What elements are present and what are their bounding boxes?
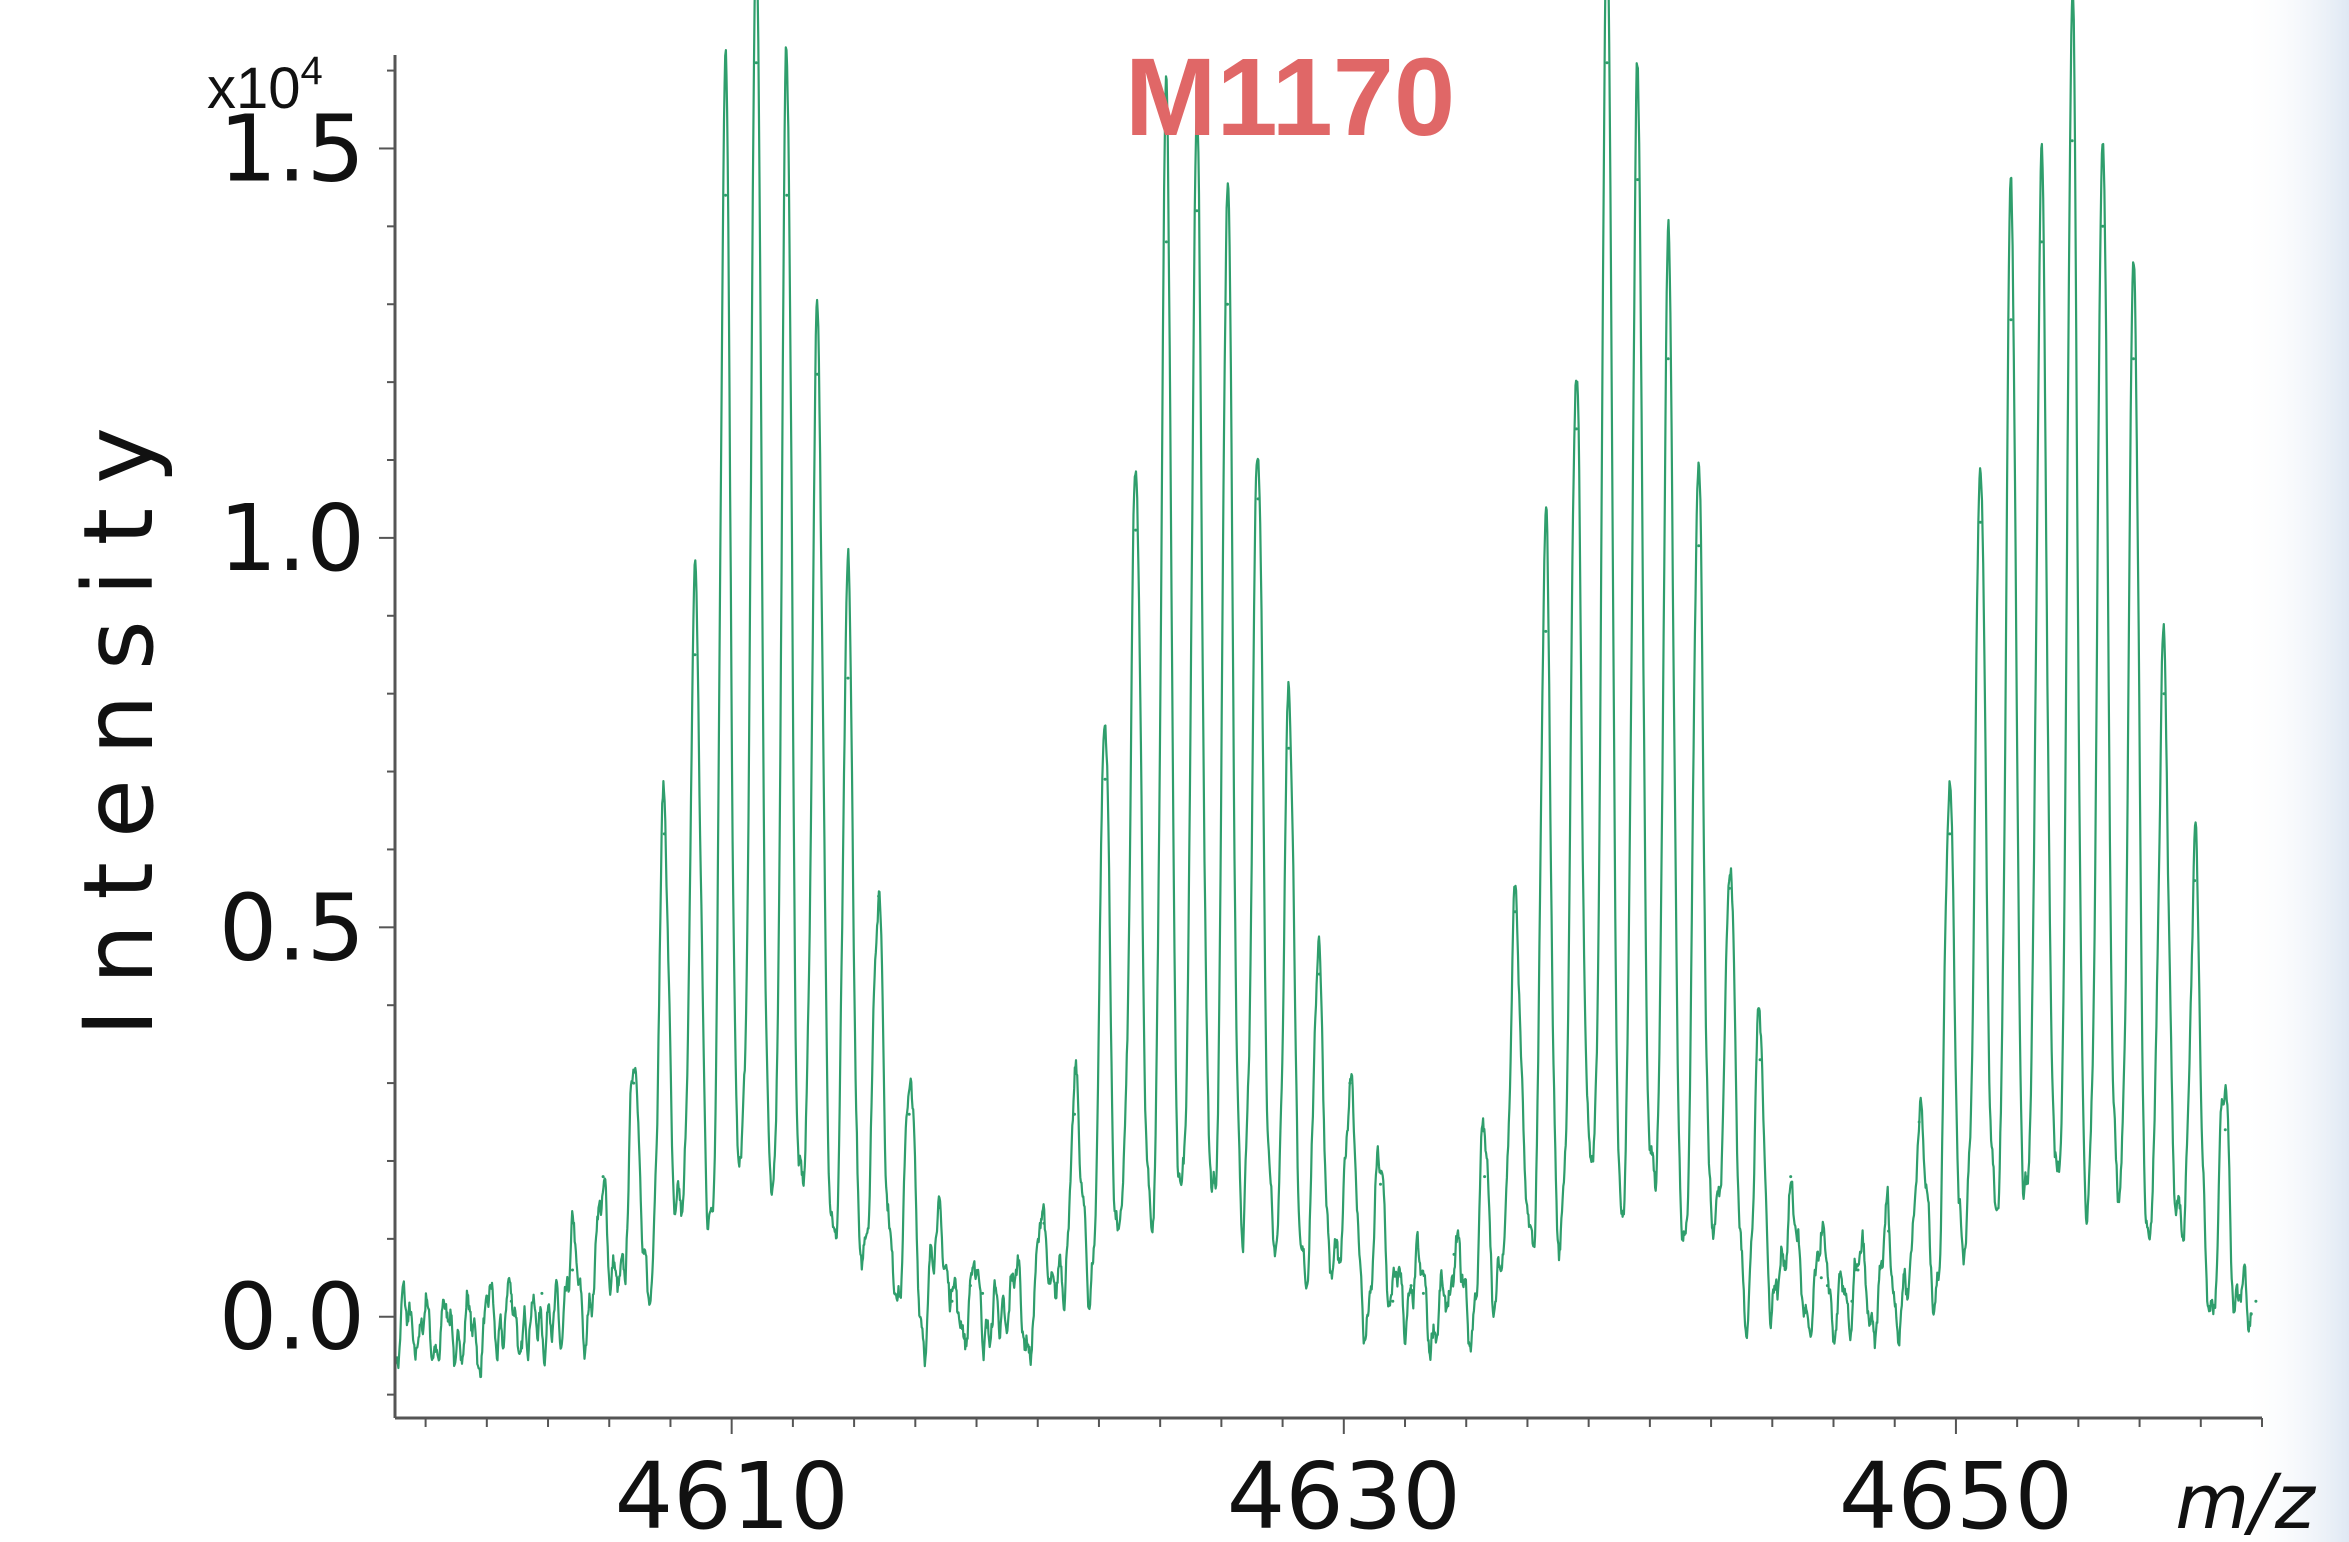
peak-point xyxy=(1758,1058,1762,1062)
peak-point xyxy=(1421,1291,1425,1295)
peak-point xyxy=(1348,1081,1352,1085)
y-tick-label: 0.0 xyxy=(219,1264,365,1371)
peak-point xyxy=(1856,1268,1860,1272)
peak-point xyxy=(1409,1284,1413,1288)
peak-point xyxy=(1042,1221,1046,1225)
peak-point xyxy=(1948,832,1952,836)
peak-point xyxy=(2040,240,2044,244)
peak-point xyxy=(1317,972,1321,976)
peak-point xyxy=(693,653,697,657)
series-layer xyxy=(395,0,2258,1379)
peak-point xyxy=(2132,357,2135,361)
y-tick-label: 1.5 xyxy=(219,95,365,202)
peak-point xyxy=(1195,209,1199,213)
peak-point xyxy=(1978,520,1982,524)
peak-point xyxy=(2101,224,2105,228)
peak-point xyxy=(938,1206,942,1210)
peak-point xyxy=(1819,1276,1823,1280)
peak-point xyxy=(1574,427,1578,431)
peak-point xyxy=(1825,1284,1829,1288)
peak-point xyxy=(1134,528,1138,532)
x-tick-label: 4610 xyxy=(615,1443,849,1542)
peak-point xyxy=(1605,61,1609,65)
peak-point xyxy=(785,193,789,197)
peak-point xyxy=(632,1081,636,1085)
chart-title: M1170 xyxy=(1125,36,1455,159)
peak-point xyxy=(815,372,819,376)
y-axis-label: Intensity xyxy=(63,403,175,1037)
peak-point xyxy=(2162,692,2166,696)
peak-point xyxy=(1887,1229,1891,1233)
peak-point xyxy=(662,832,666,836)
peak-point xyxy=(1483,1175,1487,1179)
peak-point xyxy=(1073,1112,1076,1116)
peak-point xyxy=(754,61,758,65)
peak-point xyxy=(1666,357,1670,361)
peak-point xyxy=(540,1291,544,1295)
peak-point xyxy=(981,1291,985,1295)
peak-point xyxy=(846,676,850,680)
peak-point xyxy=(2070,139,2074,143)
peak-point xyxy=(2009,318,2013,322)
peak-point xyxy=(2254,1299,2258,1303)
tick-labels: 0.0 0.5 1.0 1.5 4610 4630 4650 xyxy=(219,95,2073,1542)
peak-point xyxy=(571,1268,574,1272)
peak-point xyxy=(1379,1182,1382,1186)
peak-point xyxy=(950,1299,954,1303)
peak-point xyxy=(1850,1299,1854,1303)
peak-point xyxy=(1011,1276,1015,1280)
peak-point xyxy=(509,1299,513,1303)
y-tick-label: 1.0 xyxy=(219,485,365,592)
peak-point xyxy=(724,193,728,197)
edge-shading xyxy=(2240,0,2349,1542)
peak-point xyxy=(1391,1299,1395,1303)
peak-point xyxy=(1636,178,1640,182)
peak-point xyxy=(877,894,881,898)
peak-point xyxy=(1256,497,1260,501)
axes xyxy=(393,55,2262,1420)
peak-point xyxy=(1164,240,1168,244)
x-axis-unit-label: m/z xyxy=(2175,1457,2317,1542)
peak-point xyxy=(2193,879,2197,883)
peak-point xyxy=(1789,1175,1793,1179)
peak-point xyxy=(1917,1120,1921,1124)
peak-point xyxy=(1513,910,1517,914)
peak-point xyxy=(1103,777,1107,781)
y-scale-note: x104 xyxy=(207,49,323,121)
spectrum-line xyxy=(395,0,2253,1379)
peak-point xyxy=(1727,886,1731,890)
x-tick-label: 4630 xyxy=(1227,1443,1461,1542)
peak-point xyxy=(1287,746,1291,750)
peak-point xyxy=(907,1112,911,1116)
y-tick-label: 0.5 xyxy=(219,874,365,981)
peak-point xyxy=(1544,629,1548,633)
peak-point xyxy=(2223,1128,2227,1132)
peak-point xyxy=(601,1175,605,1179)
peak-point xyxy=(1697,544,1701,548)
peak-point xyxy=(1226,302,1229,306)
peak-point xyxy=(968,1284,972,1288)
x-tick-label: 4650 xyxy=(1839,1443,2073,1542)
peak-point xyxy=(1452,1252,1456,1256)
